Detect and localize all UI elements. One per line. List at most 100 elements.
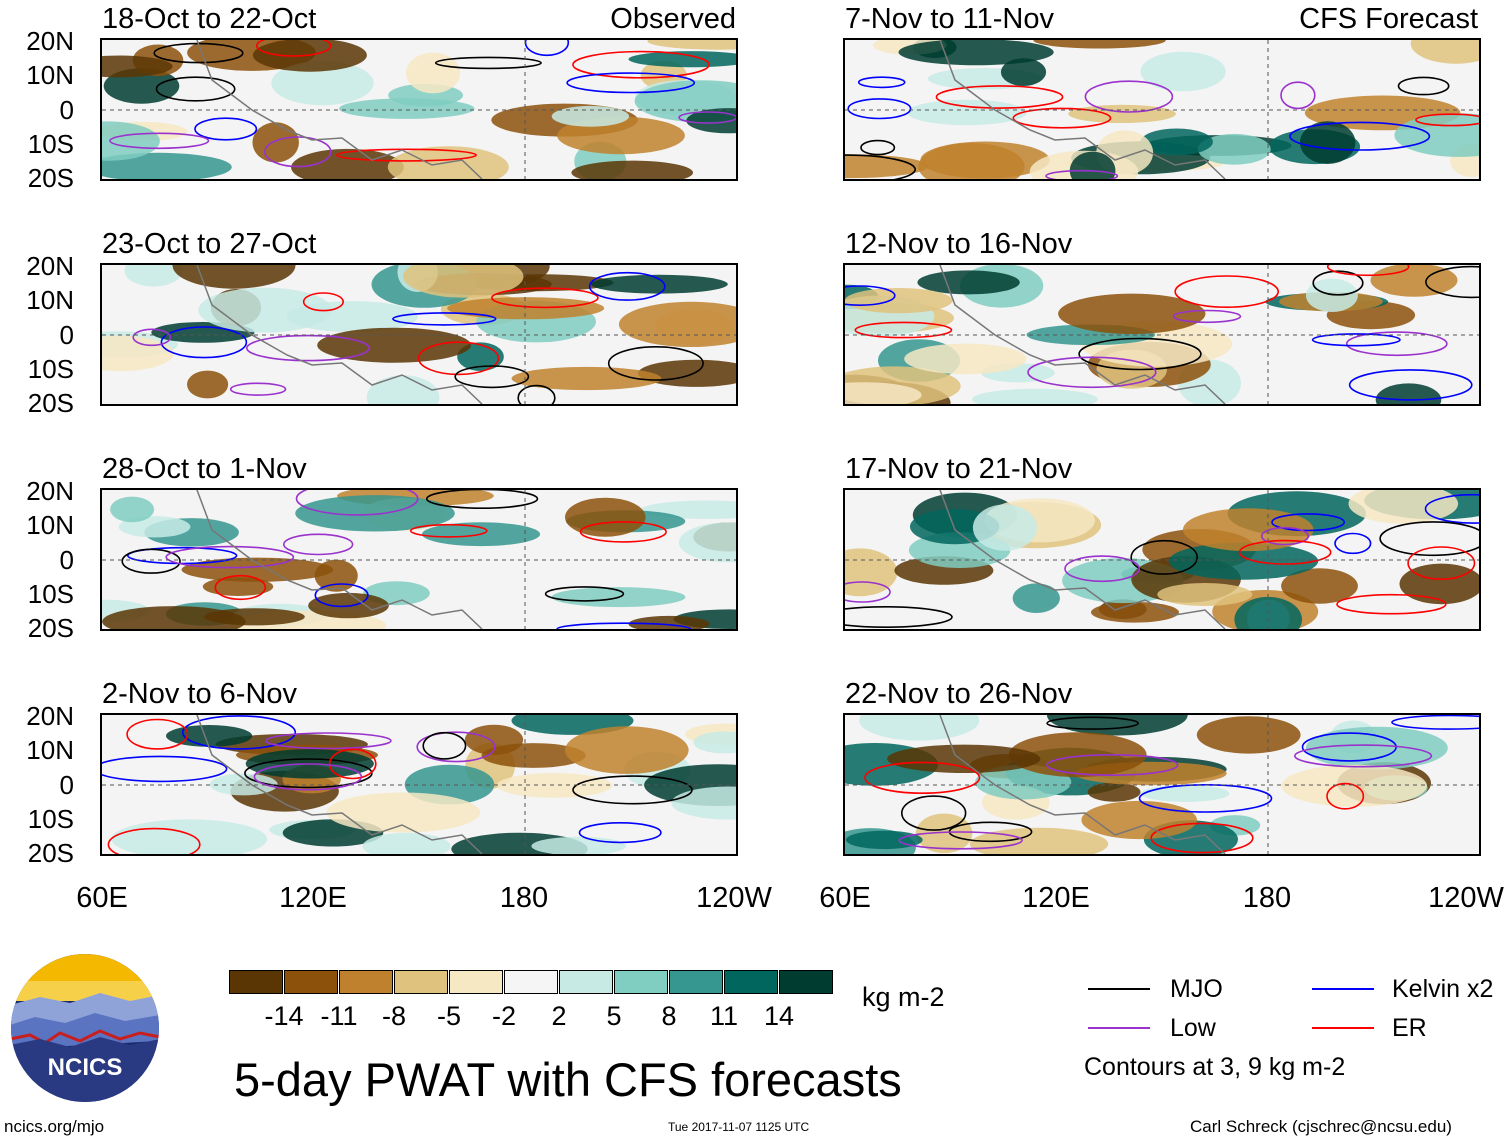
pwat-anomaly-region <box>972 388 1098 404</box>
pwat-anomaly-region <box>314 559 358 592</box>
wave-contour <box>1326 782 1365 810</box>
coastline <box>196 40 483 179</box>
wave-contour <box>490 287 599 309</box>
lat-label: 20N <box>26 251 74 281</box>
pwat-anomaly-region <box>591 274 728 294</box>
wave-contour <box>845 606 953 628</box>
wave-contour <box>229 382 287 396</box>
lat-label: 20N <box>26 26 74 56</box>
pwat-anomaly-region <box>551 105 630 127</box>
wave-contour <box>328 748 377 780</box>
map-panel <box>843 488 1481 631</box>
pwat-anomaly-region <box>859 715 980 741</box>
wave-contour <box>181 715 297 750</box>
wave-contour <box>1150 822 1254 854</box>
lat-label: 20S <box>27 613 74 643</box>
pwat-anomaly-region <box>326 792 481 833</box>
pwat-anomaly-region <box>406 52 461 94</box>
wave-contour <box>121 548 181 574</box>
logo-text: NCICS <box>48 1054 123 1081</box>
pwat-anomaly-region <box>166 725 253 747</box>
lat-label: 20N <box>26 476 74 506</box>
wave-contour <box>126 718 189 750</box>
pwat-anomaly-region <box>403 265 524 298</box>
pwat-anomaly-region <box>1058 293 1206 334</box>
wave-contour <box>1045 169 1119 179</box>
wave-contour <box>579 521 667 543</box>
wave-contour <box>1012 107 1112 129</box>
lat-label: 10N <box>26 60 74 90</box>
color-bar-segment <box>724 970 778 994</box>
pwat-anomaly-region <box>845 830 923 850</box>
pwat-anomaly-region <box>111 819 268 854</box>
wave-contour <box>572 50 710 79</box>
wave-contour <box>607 346 704 381</box>
wave-contour <box>109 132 210 150</box>
lat-label: 20S <box>27 838 74 868</box>
panel-title: 23-Oct to 27-Oct <box>102 228 317 260</box>
pwat-anomaly-region <box>1197 133 1271 165</box>
wave-contour <box>1348 369 1473 401</box>
pwat-anomaly-region <box>1140 51 1226 92</box>
lon-label-120e: 120E <box>1022 882 1090 914</box>
pwat-anomaly-region <box>1394 113 1479 157</box>
pwat-anomaly-region <box>887 744 1041 773</box>
footer-author: Carl Schreck (cjschrec@ncsu.edu) <box>1190 1117 1452 1136</box>
wave-contour <box>1130 539 1199 575</box>
wave-contour <box>1238 539 1332 565</box>
pwat-anomaly-region <box>172 265 296 289</box>
wave-contour <box>160 326 248 359</box>
main-title: 5-day PWAT with CFS forecasts <box>234 1053 902 1106</box>
map-panel <box>100 38 738 181</box>
pwat-anomaly-region <box>1000 58 1047 86</box>
pwat-anomaly-region <box>845 548 898 597</box>
color-bar-segment <box>284 970 338 994</box>
lat-label: 10S <box>27 579 74 609</box>
wave-contour <box>214 574 267 601</box>
map-panel <box>100 263 738 406</box>
pwat-anomaly-region <box>187 370 229 399</box>
pwat-anomaly-region <box>917 270 1020 295</box>
pwat-anomaly-region <box>920 141 1050 179</box>
pwat-anomaly-region <box>1140 128 1213 156</box>
wave-contour <box>1027 356 1157 389</box>
lat-label: 10N <box>26 735 74 765</box>
lat-label: 10N <box>26 510 74 540</box>
wave-contour <box>864 761 981 795</box>
wave-contour <box>336 148 477 162</box>
color-bar-tick-label: 5 <box>606 1001 622 1031</box>
lon-label-60e: 60E <box>819 882 871 914</box>
pwat-anomaly-region <box>1012 583 1060 613</box>
lat-label: 20N <box>26 701 74 731</box>
wave-contour <box>1064 555 1140 583</box>
map-panel <box>843 38 1481 181</box>
pwat-anomaly-region <box>1305 726 1448 770</box>
pwat-anomaly-region <box>1375 383 1442 404</box>
lat-label: 20S <box>27 388 74 418</box>
color-bar-segment <box>614 970 668 994</box>
wave-contour <box>1172 309 1242 324</box>
lon-label-120w: 120W <box>696 882 772 914</box>
panel-source-label: Observed <box>610 3 736 35</box>
wave-contour <box>1289 121 1431 151</box>
wave-contour <box>898 831 1023 850</box>
pwat-anomaly-region <box>271 61 374 106</box>
pwat-anomaly-region <box>647 40 736 50</box>
map-panel <box>100 488 738 631</box>
pwat-anomaly-region <box>678 522 736 563</box>
color-bar-segment <box>669 970 723 994</box>
lat-label: 0 <box>59 320 74 350</box>
wave-contour <box>416 731 496 763</box>
pwat-anomaly-region <box>845 382 922 404</box>
wave-contour <box>845 285 896 306</box>
wave-contour <box>1311 333 1401 347</box>
pwat-anomaly-region <box>102 152 232 179</box>
pwat-anomaly-region <box>102 55 173 78</box>
wave-contour <box>588 271 666 301</box>
panel-title: 7-Nov to 11-Nov <box>845 3 1054 35</box>
wave-contour <box>1174 275 1280 309</box>
wave-contour <box>244 758 373 789</box>
footer-url[interactable]: ncics.org/mjo <box>4 1117 105 1136</box>
wave-contour <box>1271 513 1345 532</box>
wave-contour <box>1046 753 1179 776</box>
